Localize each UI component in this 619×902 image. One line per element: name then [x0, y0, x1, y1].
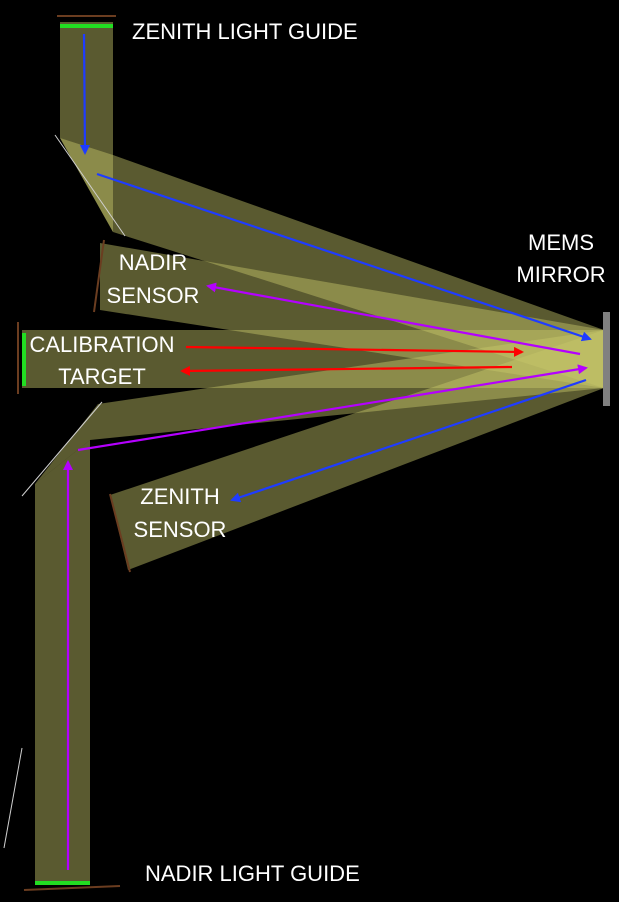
- zenith-to-mirror-arrow: [96, 172, 592, 342]
- fold-mirrors: [3, 134, 126, 849]
- nadir-guide-beam: [35, 440, 90, 884]
- nadir-sensor-label-line2: SENSOR: [107, 283, 200, 308]
- mems-mirror-label-line2: MIRROR: [516, 262, 605, 287]
- mirror-to-nadir-sensor-arrow: [206, 282, 581, 356]
- calibration-target-label-line1: CALIBRATION: [29, 332, 174, 357]
- calibration-to-mirror-arrow: [185, 345, 524, 357]
- nadir-fold-mirror: [21, 401, 103, 497]
- nadir-guide-cap: [23, 885, 121, 891]
- light-guide-ends: [22, 24, 113, 885]
- mirror-to-zenith-sensor-beam: [110, 330, 604, 570]
- mirror-to-zenith-sensor-arrow: [230, 378, 587, 503]
- zenith-light-guide-label: ZENITH LIGHT GUIDE: [132, 19, 358, 44]
- nadir-to-mirror-arrow: [77, 364, 588, 452]
- stray-fold-line: [3, 747, 23, 849]
- zenith-to-mirror-beam: [60, 138, 604, 388]
- nadir-sensor-label-line1: NADIR: [119, 250, 187, 275]
- beams: [22, 22, 604, 884]
- mems-mirror: [603, 312, 610, 406]
- zenith-sensor-edge: [109, 493, 131, 573]
- calibration-target-label-line2: TARGET: [58, 364, 146, 389]
- labels: ZENITH LIGHT GUIDE NADIR SENSOR MEMS MIR…: [29, 19, 605, 886]
- zenith-path-arrows: [79, 33, 592, 503]
- nadir-light-guide-label: NADIR LIGHT GUIDE: [145, 861, 360, 886]
- zenith-fold-mirror: [54, 134, 126, 237]
- mems-mirror-label-line1: MEMS: [528, 230, 594, 255]
- calibration-beam: [22, 330, 604, 388]
- calibration-path-arrows: [180, 345, 524, 376]
- zenith-sensor-label-line1: ZENITH: [140, 484, 219, 509]
- zenith-down-arrow: [79, 33, 90, 155]
- zenith-guide-beam: [60, 22, 113, 232]
- component-edges: [17, 15, 131, 891]
- nadir-sensor-edge: [93, 239, 105, 313]
- nadir-path-arrows: [63, 282, 588, 870]
- zenith-sensor-label-line2: SENSOR: [134, 517, 227, 542]
- mirror-to-calibration-arrow: [180, 365, 513, 376]
